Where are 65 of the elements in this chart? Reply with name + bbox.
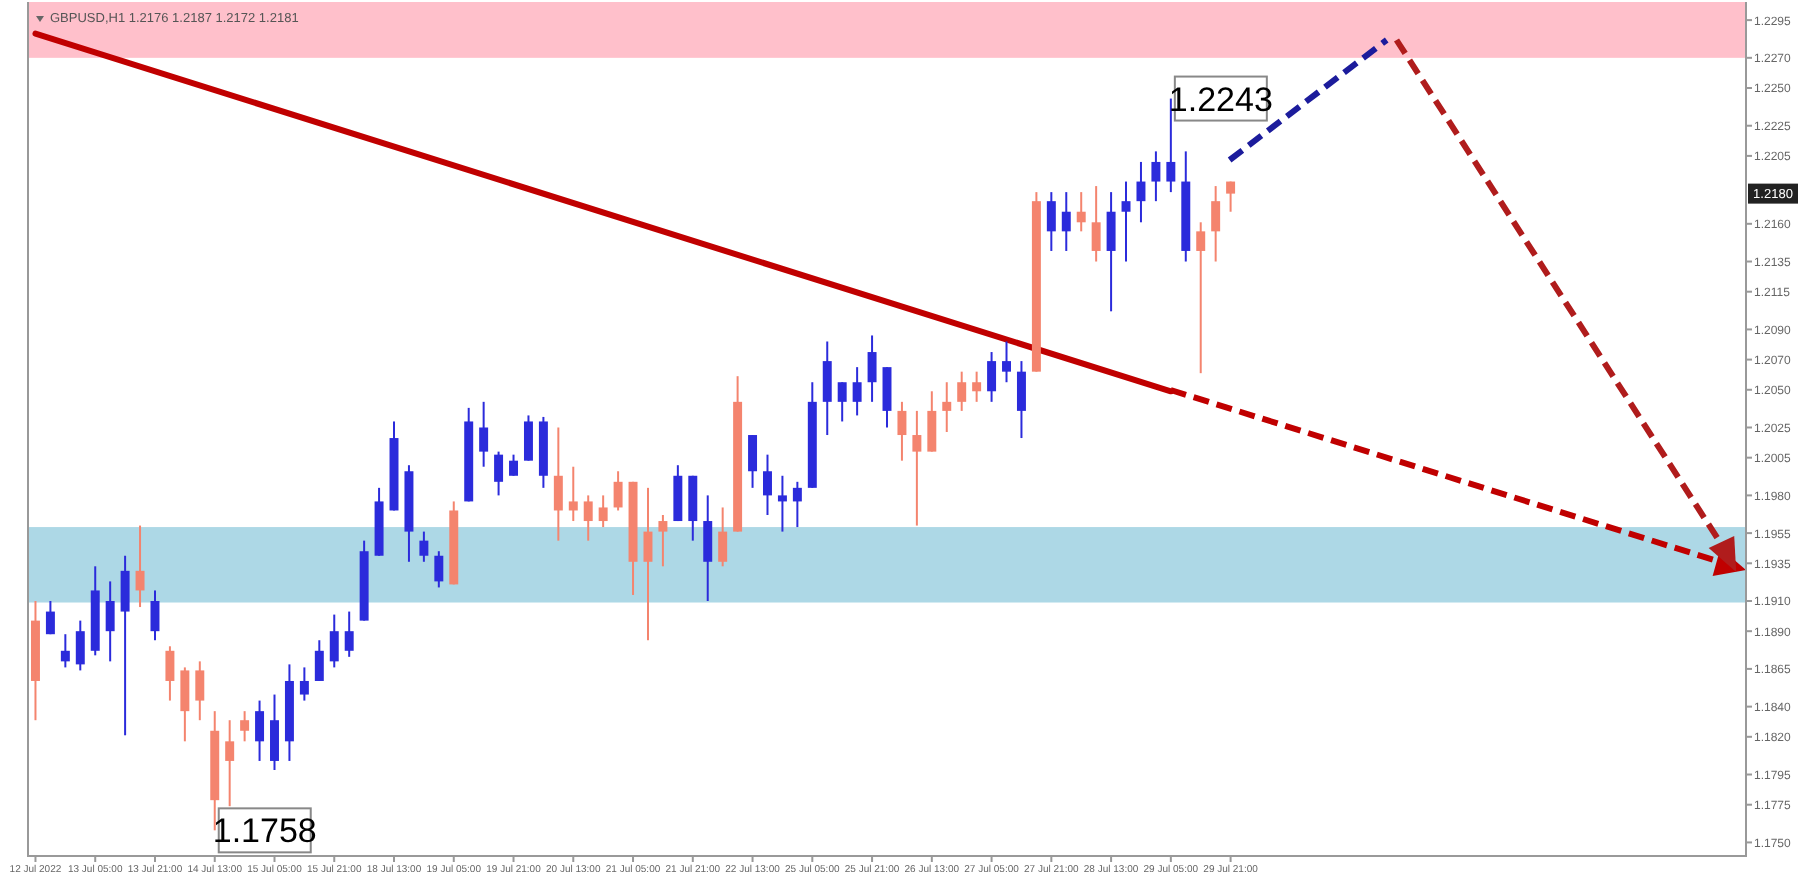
candlestick	[1226, 180, 1236, 213]
candlestick	[957, 370, 967, 412]
candlestick	[553, 426, 563, 542]
candlestick	[329, 613, 339, 669]
candlestick	[225, 719, 235, 808]
candlestick	[673, 464, 683, 523]
candlestick	[344, 610, 354, 658]
candlestick	[240, 710, 250, 743]
candlestick	[1136, 160, 1146, 224]
candlestick	[927, 390, 937, 453]
candlestick	[1046, 191, 1056, 252]
candlestick	[1076, 191, 1086, 233]
candlestick	[792, 480, 802, 529]
candlestick	[972, 370, 982, 403]
candlestick	[434, 550, 444, 589]
candlestick	[299, 666, 309, 702]
candlestick	[195, 660, 205, 722]
candlestick	[867, 334, 877, 403]
annotation: 1.2243	[1168, 80, 1273, 119]
candlestick	[1211, 185, 1221, 263]
candlestick	[703, 494, 713, 603]
candlestick	[105, 580, 115, 663]
annotation: 1.1758	[212, 812, 317, 851]
candlestick	[987, 351, 997, 403]
candlestick	[479, 400, 489, 468]
candlestick	[1016, 360, 1026, 440]
candlestick	[613, 470, 623, 512]
candlestick	[494, 450, 504, 497]
candlestick	[837, 381, 847, 423]
candlestick	[120, 554, 130, 737]
candlestick	[822, 340, 832, 437]
candlestick	[777, 474, 787, 533]
candlestick	[583, 494, 593, 542]
candlestick	[718, 506, 728, 568]
candlestick	[135, 524, 145, 609]
candlestick	[180, 666, 190, 743]
candlestick	[897, 400, 907, 462]
candlestick	[1002, 340, 1011, 384]
candlestick	[658, 514, 668, 568]
candlestick	[852, 366, 862, 417]
candlestick	[45, 600, 55, 636]
candlestick	[882, 366, 892, 429]
candlestick	[1121, 180, 1131, 263]
candlestick	[643, 486, 653, 642]
candlestick	[1106, 191, 1116, 313]
candlestick	[942, 381, 952, 434]
candlestick	[509, 453, 518, 477]
candlestick	[598, 494, 608, 529]
candlestick	[1091, 185, 1101, 263]
candlestick	[419, 530, 429, 563]
candlestick	[314, 639, 324, 682]
candlestick	[748, 434, 758, 489]
candlestick	[270, 693, 279, 771]
candlestick	[165, 645, 175, 702]
candlestick	[523, 414, 533, 462]
candlestick	[1151, 150, 1161, 203]
candlestick	[568, 465, 578, 523]
candlestick	[763, 453, 772, 516]
candlestick	[1061, 191, 1071, 252]
candlestick	[912, 409, 922, 527]
candlestick	[255, 699, 265, 762]
candlestick	[1196, 221, 1206, 375]
candlestick	[60, 633, 70, 669]
candlestick	[688, 474, 698, 542]
candlestick	[75, 619, 85, 672]
